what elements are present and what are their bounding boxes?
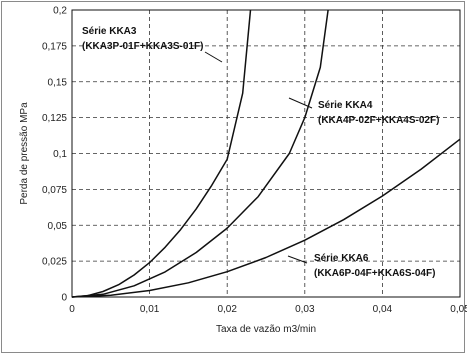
series-kka3-name: Série KKA3 [82,26,137,37]
y-tick-label: 0 [61,293,67,304]
series-kka6-leader [287,255,308,264]
y-tick-label: 0,05 [48,221,68,232]
series-kka6-curve [71,138,461,298]
series-kka6-model: (KKA6P-04F+KKA6S-04F) [314,268,435,279]
annotation-kka4: Série KKA4 (KKA4P-02F+KKA4S-02F) [288,97,439,126]
y-tick-label: 0,15 [48,77,68,88]
y-tick-label: 0,2 [53,6,67,17]
series-layer [71,9,461,298]
series-kka3-leader [204,51,223,63]
annotation-kka6: Série KKA6 (KKA6P-04F+KKA6S-04F) [287,253,435,279]
y-tick-label: 0,175 [42,41,67,52]
grid [72,10,460,297]
plot-border [71,9,461,298]
x-tick-label: 0,01 [140,304,160,315]
series-kka4-leader [288,97,313,109]
y-tick-label: 0,025 [42,257,67,268]
x-axis-label: Taxa de vazão m3/min [216,324,316,335]
x-tick-label: 0,05 [450,304,467,315]
series-kka4-model: (KKA4P-02F+KKA4S-02F) [318,115,439,126]
x-tick-label: 0 [69,304,75,315]
series-kka3-model: (KKA3P-01F+KKA3S-01F) [82,41,203,52]
series-kka3-curve [71,9,252,298]
series-kka6-name: Série KKA6 [314,253,369,264]
y-tick-label: 0,1 [53,149,67,160]
series-kka4-name: Série KKA4 [318,100,373,111]
y-axis-label: Perda de pressão MPa [19,102,30,205]
x-tick-label: 0,02 [217,304,237,315]
x-tick-label: 0,04 [373,304,393,315]
x-tick-label: 0,03 [295,304,315,315]
annotation-kka3: Série KKA3 (KKA3P-01F+KKA3S-01F) [82,26,223,63]
series-kka4-curve [71,9,329,298]
y-tick-label: 0,075 [42,185,67,196]
y-tick-label: 0,125 [42,113,67,124]
tick-labels: 0 0,01 0,02 0,03 0,04 0,05 0 0,025 0,05 0,075 0,1 0… [42,6,467,316]
